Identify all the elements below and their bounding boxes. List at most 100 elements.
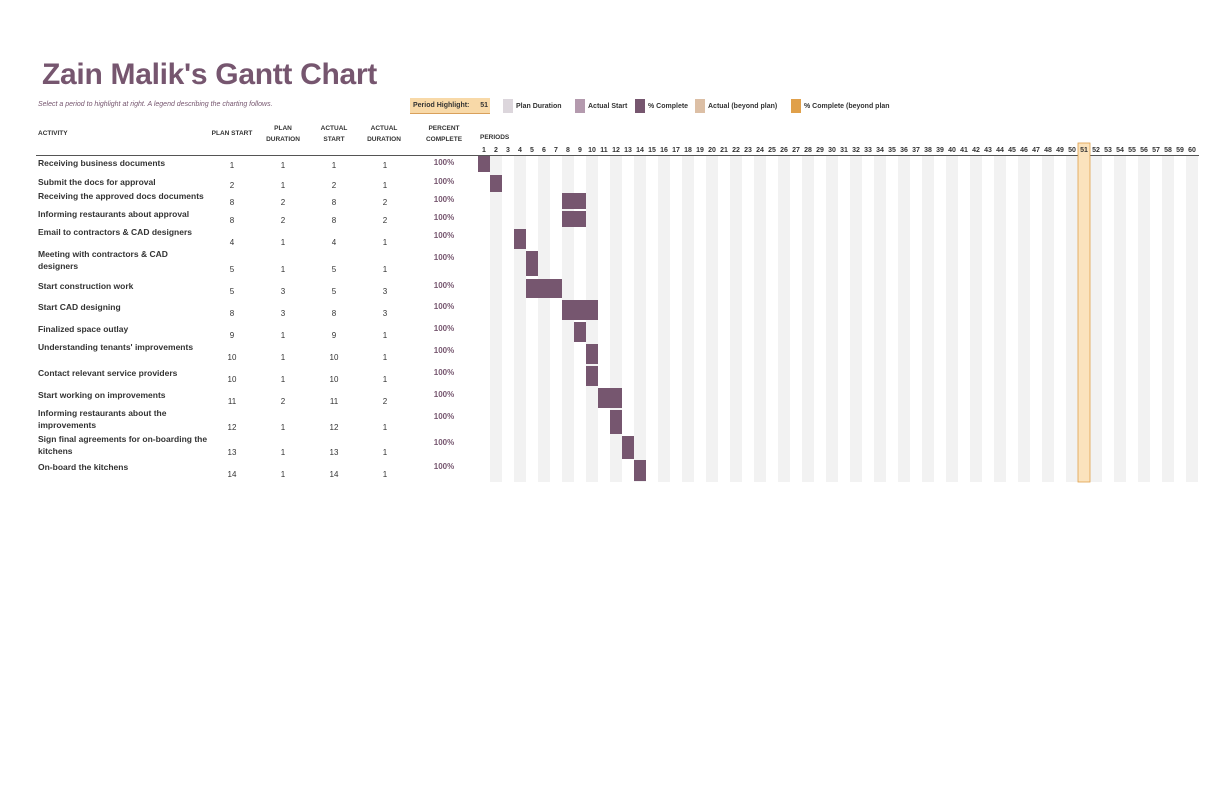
percent-complete-cell: 100%: [433, 158, 455, 167]
period-column-stripe: [1114, 156, 1126, 482]
period-column-stripe: [658, 156, 670, 482]
legend-actual-start: Actual Start: [575, 99, 627, 113]
plan-start-cell: 12: [227, 423, 237, 432]
period-tick-label: 31: [840, 147, 848, 154]
period-tick-label: 54: [1116, 147, 1124, 154]
period-tick-label: 4: [518, 147, 522, 154]
period-column-stripe: [826, 156, 838, 482]
legend-plan-duration-swatch: [503, 99, 513, 113]
percent-complete-cell: 100%: [433, 253, 455, 262]
actual-start-cell: 10: [329, 353, 339, 362]
percent-complete-cell: 100%: [433, 346, 455, 355]
period-highlight-label: Period Highlight:: [413, 102, 470, 109]
period-highlight-value[interactable]: 51: [480, 102, 488, 109]
legend-plan-duration-label: Plan Duration: [516, 102, 562, 110]
period-column-stripe: [514, 156, 526, 482]
period-tick-label: 25: [768, 147, 776, 154]
highlight-period-tick-label: 51: [1080, 147, 1088, 154]
percent-complete-cell: 100%: [433, 368, 455, 377]
period-column-stripe: [874, 156, 886, 482]
header-percent-complete: PERCENT COMPLETE: [425, 125, 463, 143]
activity-label: On-board the kitchens: [38, 462, 129, 472]
period-tick-label: 22: [732, 147, 740, 154]
legend-actual-beyond-plan: Actual (beyond plan): [695, 99, 777, 113]
activity-label: Email to contractors & CAD designers: [38, 227, 192, 237]
period-tick-label: 5: [530, 147, 534, 154]
actual-duration-cell: 1: [382, 448, 388, 457]
task-bar: [490, 175, 502, 192]
period-tick-label: 14: [636, 147, 644, 154]
period-tick-label: 36: [900, 147, 908, 154]
percent-complete-cell: 100%: [433, 281, 455, 290]
period-tick-label: 42: [972, 147, 980, 154]
period-highlight-control[interactable]: Period Highlight: 51: [410, 98, 490, 114]
actual-duration-cell: 1: [382, 423, 388, 432]
percent-complete-cell: 100%: [433, 213, 455, 222]
task-bar: [478, 156, 490, 172]
header-periods: PERIODS: [480, 134, 510, 141]
actual-duration-cell: 1: [382, 265, 388, 274]
actual-start-cell: 5: [331, 287, 337, 296]
task-bar: [634, 460, 646, 481]
period-column-stripe: [850, 156, 862, 482]
legend-plan-duration: Plan Duration: [503, 99, 562, 113]
header-plan-duration: PLAN DURATION: [266, 125, 300, 143]
actual-start-cell: 2: [331, 181, 337, 190]
legend-complete-beyond-plan-swatch: [791, 99, 801, 113]
period-tick-label: 50: [1068, 147, 1076, 154]
task-bar: [562, 211, 586, 227]
plan-duration-cell: 2: [280, 198, 286, 207]
plan-duration-cell: 1: [280, 181, 286, 190]
percent-complete-cell: 100%: [433, 462, 455, 471]
legend-percent-complete-swatch: [635, 99, 645, 113]
period-tick-label: 46: [1020, 147, 1028, 154]
period-column-stripe: [730, 156, 742, 482]
header-plan-start: PLAN START: [211, 130, 253, 137]
period-column-stripe: [538, 156, 550, 482]
plan-duration-cell: 1: [280, 353, 286, 362]
task-bar: [574, 322, 586, 342]
actual-start-cell: 9: [331, 331, 337, 340]
activity-label: Start construction work: [38, 281, 134, 291]
period-tick-label: 24: [756, 147, 764, 154]
plan-start-cell: 8: [229, 198, 235, 207]
highlight-period-column: [1077, 142, 1091, 483]
plan-start-cell: 8: [229, 309, 235, 318]
plan-start-cell: 9: [229, 331, 235, 340]
percent-complete-cell: 100%: [433, 231, 455, 240]
plan-start-cell: 1: [229, 161, 235, 170]
period-tick-label: 53: [1104, 147, 1112, 154]
period-tick-label: 59: [1176, 147, 1184, 154]
percent-complete-cell: 100%: [433, 390, 455, 399]
plan-duration-cell: 1: [280, 238, 286, 247]
header-divider: [36, 155, 1199, 156]
period-column-stripe: [1018, 156, 1030, 482]
period-column-stripe: [1138, 156, 1150, 482]
period-tick-label: 44: [996, 147, 1004, 154]
period-tick-label: 52: [1092, 147, 1100, 154]
period-tick-label: 35: [888, 147, 896, 154]
plan-duration-cell: 1: [280, 448, 286, 457]
period-tick-label: 32: [852, 147, 860, 154]
period-tick-label: 13: [624, 147, 632, 154]
period-tick-label: 9: [578, 147, 582, 154]
percent-complete-cell: 100%: [433, 324, 455, 333]
period-tick-label: 16: [660, 147, 668, 154]
period-tick-label: 20: [708, 147, 716, 154]
task-bar: [526, 251, 538, 276]
actual-start-cell: 10: [329, 375, 339, 384]
actual-duration-cell: 3: [382, 287, 388, 296]
period-tick-label: 28: [804, 147, 812, 154]
period-column-stripe: [1162, 156, 1174, 482]
plan-duration-cell: 1: [280, 265, 286, 274]
header-activity: ACTIVITY: [38, 130, 68, 137]
task-bar: [562, 193, 586, 209]
percent-complete-cell: 100%: [433, 177, 455, 186]
actual-duration-cell: 1: [382, 181, 388, 190]
legend-actual-start-swatch: [575, 99, 585, 113]
actual-duration-cell: 2: [382, 216, 388, 225]
period-tick-label: 47: [1032, 147, 1040, 154]
activity-label: Start working on improvements: [38, 390, 166, 400]
header-actual-duration: ACTUAL DURATION: [367, 125, 401, 143]
plan-start-cell: 13: [227, 448, 237, 457]
